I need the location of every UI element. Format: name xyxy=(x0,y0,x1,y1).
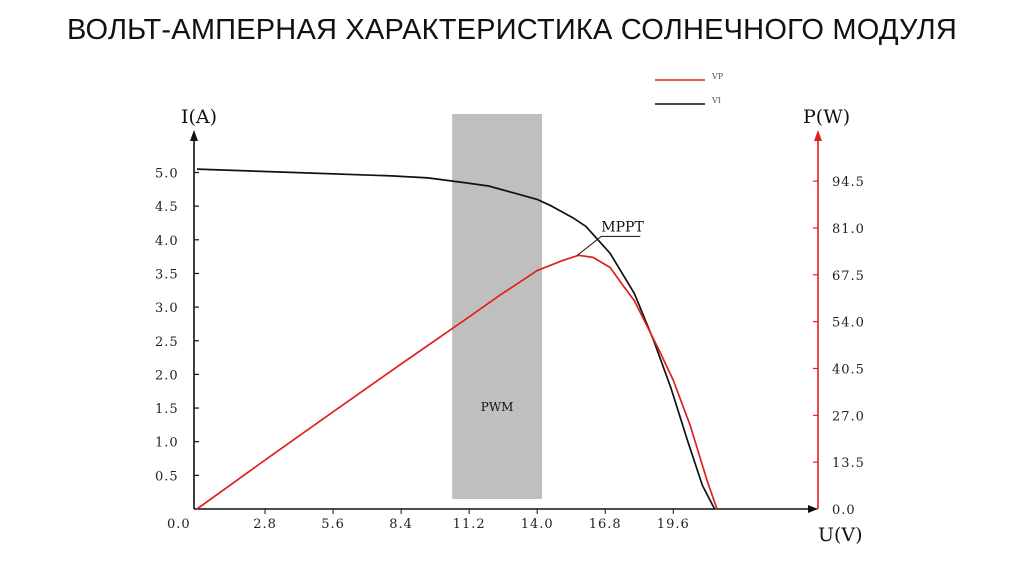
x-axis-title: U(V) xyxy=(818,524,863,546)
y-right-tick-label: 0.0 xyxy=(832,503,856,518)
y-right-tick-label: 40.5 xyxy=(832,362,865,377)
y-right-tick-label: 54.0 xyxy=(832,316,865,331)
x-tick-label: 14.0 xyxy=(521,517,554,532)
x-tick-label: 16.8 xyxy=(589,517,622,532)
y-right-tick-label: 81.0 xyxy=(832,222,865,237)
legend: VP VI xyxy=(655,72,724,105)
y-left-tick-label: 3.0 xyxy=(155,301,179,316)
x-tick-label: 11.2 xyxy=(453,517,486,532)
legend-label-vp: VP xyxy=(711,72,724,81)
x-tick-label: 0.0 xyxy=(167,517,191,532)
y-right-axis-arrow xyxy=(814,130,822,141)
y-left-tick-label: 2.5 xyxy=(155,335,179,350)
x-axis-arrow xyxy=(808,505,818,513)
y-left-tick-label: 3.5 xyxy=(155,267,179,282)
y-left-tick-label: 4.0 xyxy=(155,234,179,249)
x-tick-label: 8.4 xyxy=(389,517,413,532)
x-tick-label: 5.6 xyxy=(321,517,345,532)
pwm-band xyxy=(452,114,543,499)
y-right-tick-label: 67.5 xyxy=(832,269,865,284)
y-left-axis-arrow xyxy=(190,130,198,141)
y-right-axis-title: P(W) xyxy=(803,106,850,128)
y-left-tick-label: 0.5 xyxy=(155,469,179,484)
pwm-label: PWM xyxy=(481,400,514,414)
mppt-leader-line xyxy=(576,235,641,256)
ticks-layer: 0.0 2.8 5.6 8.4 11.2 14.0 16.8 19.6 0.5 1.0 1.5 2.0… xyxy=(155,167,865,533)
x-tick-label: 2.8 xyxy=(253,517,277,532)
x-tick-label: 19.6 xyxy=(657,517,690,532)
slide-title: ВОЛЬТ-АМПЕРНАЯ ХАРАКТЕРИСТИКА СОЛНЕЧНОГО… xyxy=(66,14,958,46)
y-left-tick-label: 2.0 xyxy=(155,368,179,383)
y-right-tick-label: 27.0 xyxy=(832,409,865,424)
y-left-tick-label: 1.5 xyxy=(155,402,179,417)
legend-label-vi: VI xyxy=(711,96,721,105)
y-left-tick-label: 4.5 xyxy=(155,200,179,215)
y-left-tick-label: 1.0 xyxy=(155,436,179,451)
y-right-tick-label: 13.5 xyxy=(832,456,865,471)
series-vp-line xyxy=(196,254,718,510)
series-layer xyxy=(196,168,718,510)
mppt-label: MPPT xyxy=(601,219,644,235)
series-vi-line xyxy=(196,168,716,510)
y-right-tick-label: 94.5 xyxy=(832,175,865,190)
y-left-axis-title: I(A) xyxy=(181,106,217,128)
y-left-tick-label: 5.0 xyxy=(155,167,179,182)
